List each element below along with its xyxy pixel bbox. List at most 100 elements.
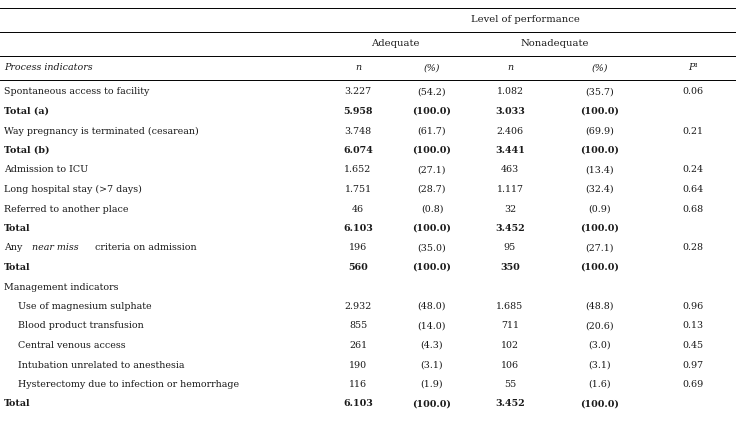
Text: 116: 116 — [349, 380, 367, 389]
Text: 0.13: 0.13 — [682, 322, 704, 330]
Text: (100.0): (100.0) — [413, 224, 451, 233]
Text: 5.958: 5.958 — [343, 107, 372, 116]
Text: (32.4): (32.4) — [586, 185, 615, 194]
Text: Total: Total — [4, 224, 31, 233]
Text: 190: 190 — [349, 360, 367, 370]
Text: 6.074: 6.074 — [343, 146, 373, 155]
Text: Hysterectomy due to infection or hemorrhage: Hysterectomy due to infection or hemorrh… — [18, 380, 239, 389]
Text: 350: 350 — [500, 263, 520, 272]
Text: 1.751: 1.751 — [344, 185, 372, 194]
Text: 6.103: 6.103 — [343, 224, 373, 233]
Text: Spontaneous access to facility: Spontaneous access to facility — [4, 87, 149, 97]
Text: 1.117: 1.117 — [497, 185, 523, 194]
Text: 0.96: 0.96 — [682, 302, 704, 311]
Text: (14.0): (14.0) — [418, 322, 446, 330]
Text: Blood product transfusion: Blood product transfusion — [18, 322, 144, 330]
Text: n: n — [355, 63, 361, 73]
Text: 0.21: 0.21 — [682, 127, 704, 135]
Text: 3.748: 3.748 — [344, 127, 372, 135]
Text: (1.9): (1.9) — [421, 380, 443, 389]
Text: (0.8): (0.8) — [421, 205, 443, 214]
Text: (100.0): (100.0) — [581, 107, 620, 116]
Text: (61.7): (61.7) — [418, 127, 446, 135]
Text: (28.7): (28.7) — [418, 185, 446, 194]
Text: (100.0): (100.0) — [413, 263, 451, 272]
Text: 3.452: 3.452 — [495, 400, 525, 408]
Text: 102: 102 — [501, 341, 519, 350]
Text: 0.68: 0.68 — [682, 205, 704, 214]
Text: Long hospital stay (>7 days): Long hospital stay (>7 days) — [4, 185, 142, 194]
Text: 0.28: 0.28 — [682, 243, 704, 252]
Text: Process indicators: Process indicators — [4, 63, 93, 73]
Text: (48.0): (48.0) — [418, 302, 446, 311]
Text: (100.0): (100.0) — [413, 400, 451, 408]
Text: (100.0): (100.0) — [581, 263, 620, 272]
Text: 2.406: 2.406 — [497, 127, 523, 135]
Text: 711: 711 — [501, 322, 519, 330]
Text: (20.6): (20.6) — [586, 322, 615, 330]
Text: 106: 106 — [501, 360, 519, 370]
Text: 95: 95 — [504, 243, 516, 252]
Text: 0.45: 0.45 — [682, 341, 704, 350]
Text: 0.97: 0.97 — [682, 360, 704, 370]
Text: (100.0): (100.0) — [581, 224, 620, 233]
Text: 0.69: 0.69 — [682, 380, 704, 389]
Text: (35.0): (35.0) — [417, 243, 446, 252]
Text: 3.441: 3.441 — [495, 146, 525, 155]
Text: (3.1): (3.1) — [589, 360, 612, 370]
Text: 0.06: 0.06 — [682, 87, 704, 97]
Text: 1.652: 1.652 — [344, 165, 372, 175]
Text: (27.1): (27.1) — [586, 243, 615, 252]
Text: n: n — [507, 63, 513, 73]
Text: (100.0): (100.0) — [413, 146, 451, 155]
Text: 6.103: 6.103 — [343, 400, 373, 408]
Text: 2.932: 2.932 — [344, 302, 372, 311]
Text: (100.0): (100.0) — [581, 146, 620, 155]
Text: (4.3): (4.3) — [421, 341, 443, 350]
Text: Any: Any — [4, 243, 25, 252]
Text: 1.082: 1.082 — [497, 87, 523, 97]
Text: 0.24: 0.24 — [682, 165, 704, 175]
Text: Referred to another place: Referred to another place — [4, 205, 129, 214]
Text: 32: 32 — [504, 205, 516, 214]
Text: 560: 560 — [348, 263, 368, 272]
Text: (100.0): (100.0) — [581, 400, 620, 408]
Text: Total: Total — [4, 400, 31, 408]
Text: (1.6): (1.6) — [589, 380, 612, 389]
Text: (35.7): (35.7) — [586, 87, 615, 97]
Text: (3.0): (3.0) — [589, 341, 612, 350]
Text: (%): (%) — [424, 63, 440, 73]
Text: 0.64: 0.64 — [682, 185, 704, 194]
Text: Way pregnancy is terminated (cesarean): Way pregnancy is terminated (cesarean) — [4, 127, 199, 135]
Text: Management indicators: Management indicators — [4, 282, 118, 292]
Text: (100.0): (100.0) — [413, 107, 451, 116]
Text: 46: 46 — [352, 205, 364, 214]
Text: near miss: near miss — [32, 243, 78, 252]
Text: 196: 196 — [349, 243, 367, 252]
Text: Admission to ICU: Admission to ICU — [4, 165, 88, 175]
Text: 463: 463 — [501, 165, 519, 175]
Text: Central venous access: Central venous access — [18, 341, 126, 350]
Text: (69.9): (69.9) — [586, 127, 615, 135]
Text: (27.1): (27.1) — [418, 165, 446, 175]
Text: 855: 855 — [349, 322, 367, 330]
Text: criteria on admission: criteria on admission — [92, 243, 197, 252]
Text: P¹: P¹ — [688, 63, 698, 73]
Text: 3.227: 3.227 — [344, 87, 372, 97]
Text: Level of performance: Level of performance — [471, 16, 580, 24]
Text: (48.8): (48.8) — [586, 302, 615, 311]
Text: (%): (%) — [592, 63, 608, 73]
Text: Total (b): Total (b) — [4, 146, 49, 155]
Text: 3.033: 3.033 — [495, 107, 525, 116]
Text: 55: 55 — [504, 380, 516, 389]
Text: 1.685: 1.685 — [496, 302, 523, 311]
Text: (13.4): (13.4) — [586, 165, 615, 175]
Text: Adequate: Adequate — [371, 40, 420, 49]
Text: (3.1): (3.1) — [421, 360, 443, 370]
Text: Nonadequate: Nonadequate — [521, 40, 590, 49]
Text: 261: 261 — [349, 341, 367, 350]
Text: Total (a): Total (a) — [4, 107, 49, 116]
Text: (54.2): (54.2) — [418, 87, 446, 97]
Text: (0.9): (0.9) — [589, 205, 612, 214]
Text: Intubation unrelated to anesthesia: Intubation unrelated to anesthesia — [18, 360, 185, 370]
